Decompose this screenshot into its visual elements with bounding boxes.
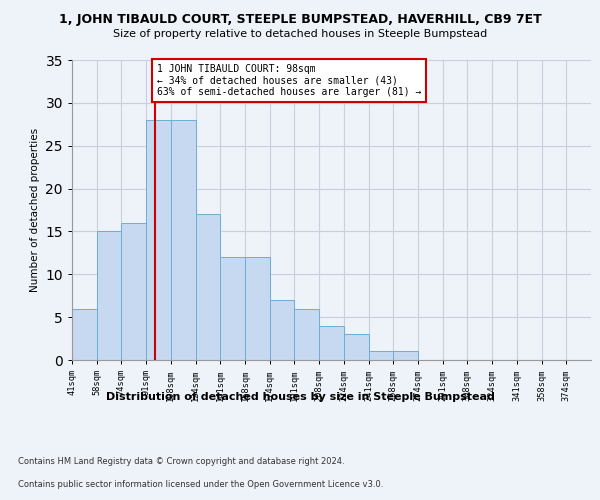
Bar [245,257,270,360]
Y-axis label: Number of detached properties: Number of detached properties [30,128,40,292]
Bar [344,334,368,360]
Text: Distribution of detached houses by size in Steeple Bumpstead: Distribution of detached houses by size … [106,392,494,402]
Bar [97,232,121,360]
Bar [220,257,245,360]
Bar [171,120,196,360]
Text: Size of property relative to detached houses in Steeple Bumpstead: Size of property relative to detached ho… [113,29,487,39]
Bar [295,308,319,360]
Text: Contains public sector information licensed under the Open Government Licence v3: Contains public sector information licen… [18,480,383,489]
Bar [121,223,146,360]
Bar [146,120,171,360]
Text: Contains HM Land Registry data © Crown copyright and database right 2024.: Contains HM Land Registry data © Crown c… [18,457,344,466]
Bar [196,214,220,360]
Bar [393,352,418,360]
Bar [72,308,97,360]
Text: 1, JOHN TIBAULD COURT, STEEPLE BUMPSTEAD, HAVERHILL, CB9 7ET: 1, JOHN TIBAULD COURT, STEEPLE BUMPSTEAD… [59,12,541,26]
Bar [319,326,344,360]
Bar [270,300,295,360]
Bar [368,352,393,360]
Text: 1 JOHN TIBAULD COURT: 98sqm
← 34% of detached houses are smaller (43)
63% of sem: 1 JOHN TIBAULD COURT: 98sqm ← 34% of det… [157,64,421,98]
